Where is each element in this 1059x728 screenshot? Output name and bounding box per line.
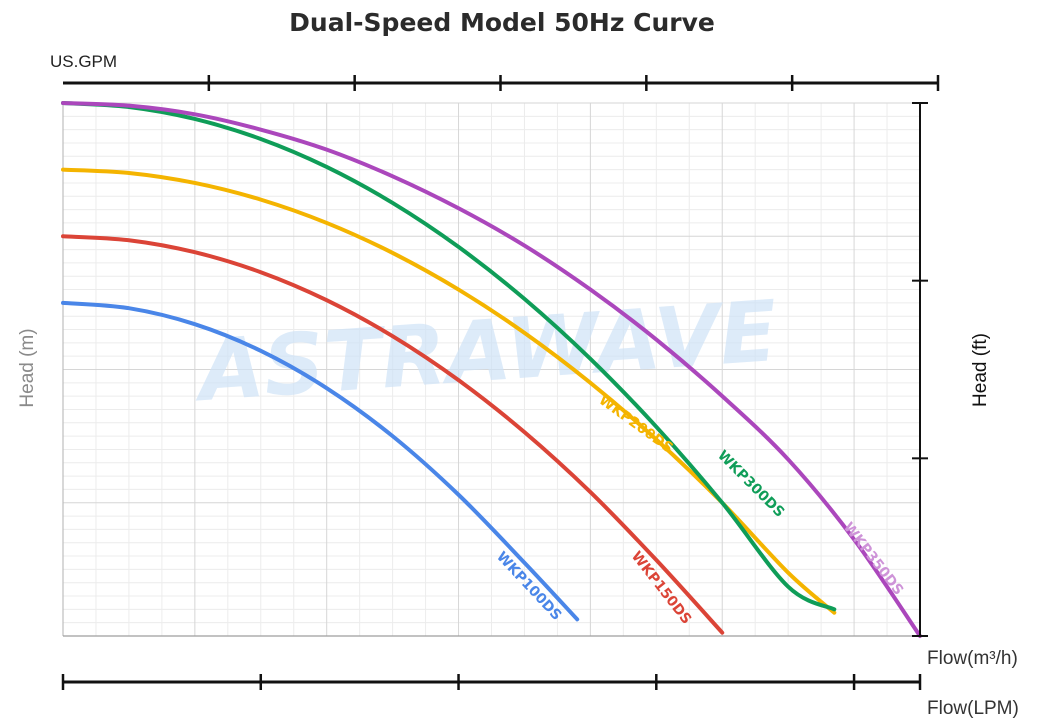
- series-label-wkp350ds: WKP350DS: [840, 520, 906, 599]
- series-line-wkp150ds: [61, 234, 725, 635]
- series-layer: [61, 101, 922, 638]
- x-axis-label: Flow(m³/h): [927, 648, 1018, 669]
- chart-title: Dual-Speed Model 50Hz Curve: [289, 8, 715, 37]
- series-line-wkp350ds: [61, 101, 922, 638]
- curve-labels: WKP100DS WKP150DS WKP200DS WKP300DS WKP3…: [493, 392, 906, 627]
- series-label-wkp300ds: WKP300DS: [714, 448, 787, 521]
- ft-ticks: [912, 102, 928, 637]
- major-grid: [63, 102, 920, 636]
- lpm-ticks: [61, 674, 922, 690]
- gpm-axis-label: US.GPM: [50, 52, 117, 71]
- gpm-ticks: [207, 75, 940, 91]
- y-axis-right-label: Head (ft): [970, 333, 991, 407]
- series-line-wkp100ds: [61, 300, 580, 622]
- y-axis-left-label: Head (m): [17, 328, 38, 407]
- series-line-wkp300ds: [61, 101, 837, 612]
- series-label-wkp100ds: WKP100DS: [493, 549, 564, 624]
- lpm-axis-label: Flow(LPM): [927, 698, 1019, 719]
